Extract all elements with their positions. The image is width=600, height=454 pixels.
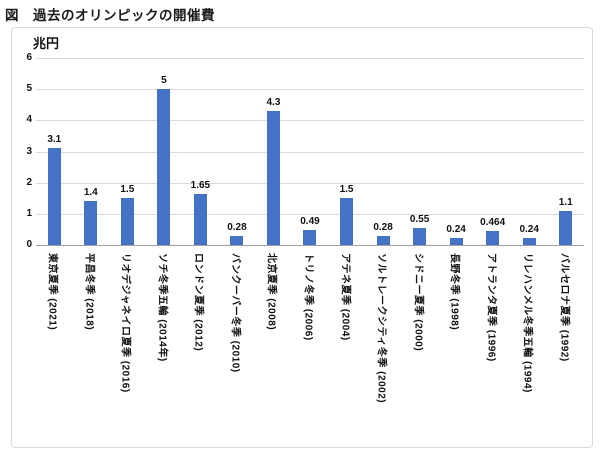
bar-value-label: 1.5	[339, 184, 354, 196]
bar-slot: 1.5	[109, 58, 146, 245]
x-label-slot: シドニー夏季 (2000)	[401, 250, 438, 442]
y-tick-label: 6	[26, 52, 32, 63]
bar-slot: 1.4	[73, 58, 110, 245]
y-tick-label: 5	[26, 83, 32, 95]
x-axis-label: 北京夏季 (2008)	[265, 253, 277, 331]
bar-slot: 5	[146, 58, 183, 245]
x-label-slot: 北京夏季 (2008)	[255, 250, 292, 442]
plot-area: 3.1 1.4 1.5 5 1.65 0.28 4.3 0.49 1.5 0.28 0.55 0.24…	[36, 58, 584, 246]
x-axis-label: トリノ冬季 (2006)	[302, 253, 314, 341]
bar-value-label: 5	[161, 75, 167, 87]
x-label-slot: ソルトレークシティ冬季 (2002)	[365, 250, 402, 442]
bar-value-label: 1.4	[83, 187, 98, 199]
figure-title: 図 過去のオリンピックの開催費	[5, 8, 215, 23]
bar-value-label: 1.65	[190, 179, 211, 191]
bar-series: 3.1 1.4 1.5 5 1.65 0.28 4.3 0.49 1.5 0.28 0.55 0.24…	[36, 58, 584, 245]
gridline	[36, 151, 584, 153]
x-axis-label: アテネ夏季 (2004)	[339, 253, 351, 341]
x-axis-line	[36, 245, 584, 246]
x-axis-labels: 東京夏季 (2021) 平昌冬季 (2018) リオデジャネイロ夏季 (2016) ソ…	[36, 250, 584, 442]
bar-value-label: 0.49	[300, 215, 320, 227]
bar-slot: 0.28	[219, 58, 256, 245]
bar-slot: 0.28	[365, 58, 402, 245]
bar-value-label: 0.28	[227, 222, 247, 234]
bar-value-label: 0.28	[373, 222, 393, 234]
bar-slot: 4.3	[255, 58, 292, 245]
x-axis-label: アトランタ夏季 (1996)	[485, 253, 497, 362]
x-label-slot: 平昌冬季 (2018)	[73, 250, 110, 442]
bar-slot: 1.5	[328, 58, 365, 245]
bar	[84, 201, 98, 245]
chart-box: 兆円 3.1 1.4 1.5 5 1.65 0.28 4.3 0.49 1.5 0.28 0.55 0…	[11, 27, 593, 448]
x-axis-label: 長野冬季 (1998)	[448, 253, 460, 331]
x-label-slot: バルセロナ夏季 (1992)	[547, 250, 584, 442]
bar	[193, 193, 207, 245]
bar-value-label: 1.1	[558, 196, 573, 208]
bar	[559, 210, 573, 245]
bar-value-label: 0.55	[409, 213, 430, 225]
bar	[120, 198, 134, 245]
gridline	[36, 213, 584, 215]
gridline	[36, 58, 584, 59]
bar-slot: 0.55	[401, 58, 438, 245]
y-tick-label: 4	[26, 114, 32, 126]
bar	[157, 89, 171, 245]
bar-slot: 0.24	[511, 58, 548, 245]
x-axis-label: バルセロナ夏季 (1992)	[558, 253, 570, 362]
y-tick-label: 3	[26, 145, 32, 157]
bar-slot: 1.65	[182, 58, 219, 245]
x-label-slot: ロンドン夏季 (2012)	[182, 250, 219, 442]
bar-slot: 0.464	[474, 58, 511, 245]
bar-value-label: 0.464	[480, 216, 506, 228]
x-axis-label: 平昌冬季 (2018)	[83, 253, 95, 331]
x-label-slot: アトランタ夏季 (1996)	[474, 250, 511, 442]
bar	[486, 230, 500, 245]
y-axis-unit-label: 兆円	[33, 36, 60, 51]
x-axis-label: ソチ冬季五輪 (2014年)	[156, 253, 168, 362]
gridline	[36, 89, 584, 91]
x-label-slot: リオデジャネイロ夏季 (2016)	[109, 250, 146, 442]
x-label-slot: ソチ冬季五輪 (2014年)	[146, 250, 183, 442]
bar-value-label: 4.3	[266, 96, 281, 108]
bar	[303, 229, 317, 245]
x-label-slot: リレハンメル冬季五輪 (1994)	[511, 250, 548, 442]
gridline	[36, 182, 584, 184]
bar	[340, 198, 354, 245]
x-axis-label: リオデジャネイロ夏季 (2016)	[119, 253, 131, 393]
x-axis-label: バンクーバー冬季 (2010)	[229, 253, 241, 373]
bar	[230, 236, 244, 245]
bar-slot: 0.24	[438, 58, 475, 245]
bar	[47, 148, 61, 245]
bar	[266, 110, 280, 245]
y-tick-label: 0	[26, 239, 32, 250]
bar-value-label: 0.24	[519, 223, 539, 235]
bar-slot: 1.1	[547, 58, 584, 245]
bar	[413, 227, 427, 245]
x-axis-label: リレハンメル冬季五輪 (1994)	[521, 253, 533, 393]
y-tick-label: 1	[26, 207, 32, 219]
gridline	[36, 120, 584, 122]
bar-value-label: 0.24	[446, 223, 466, 235]
bar-value-label: 3.1	[47, 134, 62, 146]
x-label-slot: アテネ夏季 (2004)	[328, 250, 365, 442]
x-axis-label: シドニー夏季 (2000)	[412, 253, 424, 352]
x-axis-label: 東京夏季 (2021)	[46, 253, 58, 331]
y-tick-label: 2	[26, 176, 32, 188]
x-axis-label: ソルトレークシティ冬季 (2002)	[375, 253, 387, 404]
x-label-slot: トリノ冬季 (2006)	[292, 250, 329, 442]
bar-slot: 0.49	[292, 58, 329, 245]
x-label-slot: 東京夏季 (2021)	[36, 250, 73, 442]
bar-slot: 3.1	[36, 58, 73, 245]
bar	[449, 237, 463, 245]
x-label-slot: 長野冬季 (1998)	[438, 250, 475, 442]
x-label-slot: バンクーバー冬季 (2010)	[219, 250, 256, 442]
x-axis-label: ロンドン夏季 (2012)	[192, 253, 204, 352]
bar	[376, 236, 390, 245]
bar	[522, 237, 536, 245]
bar-value-label: 1.5	[120, 184, 135, 196]
